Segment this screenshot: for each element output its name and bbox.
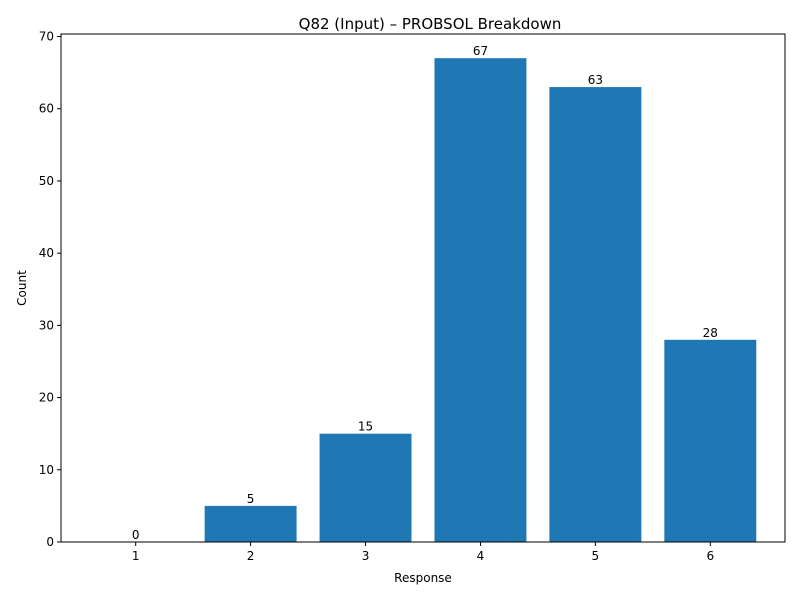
chart-title: Q82 (Input) – PROBSOL Breakdown (299, 15, 562, 33)
bar-value-label: 0 (132, 528, 140, 542)
bar-value-label: 63 (588, 73, 603, 87)
y-tick-label: 30 (39, 318, 54, 332)
bar-5 (549, 87, 641, 542)
x-tick-label: 6 (706, 549, 714, 563)
bar-6 (664, 340, 756, 542)
bar-value-label: 28 (703, 326, 718, 340)
x-tick-label: 1 (132, 549, 140, 563)
bar-value-label: 15 (358, 420, 373, 434)
x-tick-label: 2 (247, 549, 255, 563)
bars (205, 58, 757, 542)
bar-2 (205, 506, 297, 542)
x-axis: 1 2 3 4 5 6 (132, 542, 714, 563)
y-tick-label: 10 (39, 463, 54, 477)
y-tick-label: 20 (39, 391, 54, 405)
y-axis-label: Count (15, 270, 29, 306)
bar-4 (434, 58, 526, 542)
x-axis-label: Response (394, 571, 452, 585)
y-tick-label: 50 (39, 174, 54, 188)
y-tick-label: 0 (46, 535, 54, 549)
bar-value-label: 5 (247, 492, 255, 506)
x-tick-label: 5 (592, 549, 600, 563)
y-tick-label: 70 (39, 30, 54, 44)
y-axis: 0 10 20 30 40 50 60 70 (39, 30, 61, 549)
x-tick-label: 3 (362, 549, 370, 563)
bar-value-label: 67 (473, 44, 488, 58)
y-tick-label: 40 (39, 246, 54, 260)
x-tick-label: 4 (477, 549, 485, 563)
bar-3 (320, 434, 412, 542)
y-tick-label: 60 (39, 102, 54, 116)
